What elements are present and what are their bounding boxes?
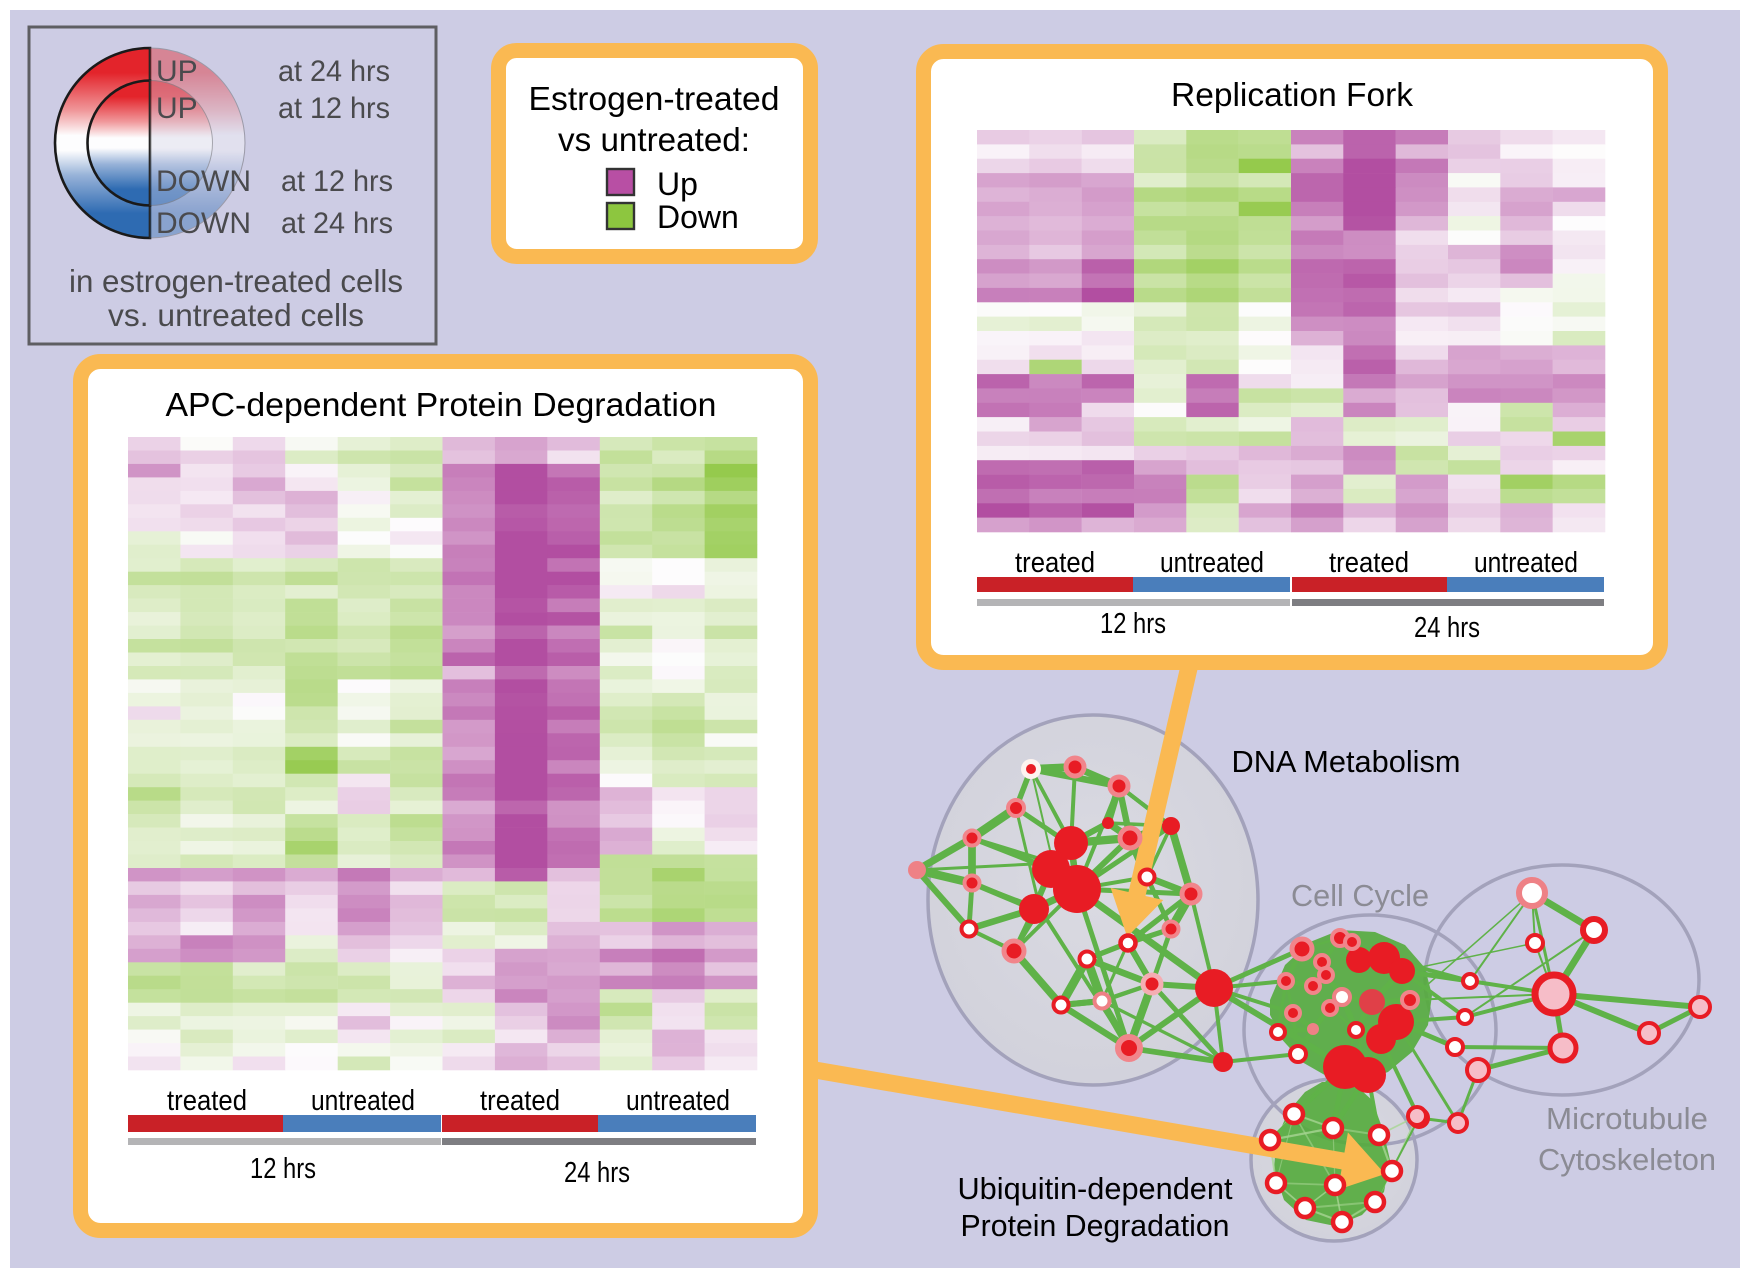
svg-text:12 hrs: 12 hrs [250, 1153, 316, 1185]
svg-text:treated: treated [480, 1085, 560, 1117]
svg-text:12 hrs: 12 hrs [1100, 608, 1166, 640]
svg-text:Up: Up [657, 166, 698, 202]
svg-text:Estrogen-treated: Estrogen-treated [529, 81, 780, 118]
svg-text:untreated: untreated [1160, 547, 1264, 579]
svg-text:Replication Fork: Replication Fork [1171, 76, 1413, 113]
svg-text:at 24 hrs: at 24 hrs [278, 55, 390, 88]
svg-text:DNA Metabolism: DNA Metabolism [1232, 744, 1461, 779]
svg-text:Ubiquitin-dependent: Ubiquitin-dependent [958, 1171, 1233, 1206]
svg-text:DOWN: DOWN [156, 207, 251, 240]
svg-text:Down: Down [657, 199, 739, 235]
svg-text:at 12 hrs: at 12 hrs [278, 92, 390, 125]
svg-text:24 hrs: 24 hrs [564, 1157, 630, 1189]
svg-text:DOWN: DOWN [156, 165, 251, 198]
svg-text:Microtubule: Microtubule [1546, 1101, 1708, 1136]
svg-text:untreated: untreated [1474, 547, 1578, 579]
svg-text:24 hrs: 24 hrs [1414, 612, 1480, 644]
svg-text:treated: treated [167, 1085, 247, 1117]
svg-text:vs. untreated cells: vs. untreated cells [108, 297, 364, 333]
svg-text:APC-dependent Protein Degradat: APC-dependent Protein Degradation [166, 387, 717, 424]
svg-text:untreated: untreated [311, 1085, 415, 1117]
svg-text:untreated: untreated [626, 1085, 730, 1117]
svg-text:Cell Cycle: Cell Cycle [1291, 878, 1429, 913]
svg-text:Protein Degradation: Protein Degradation [961, 1208, 1230, 1243]
svg-text:UP: UP [156, 92, 198, 125]
svg-text:Cytoskeleton: Cytoskeleton [1538, 1142, 1716, 1177]
svg-text:in estrogen-treated cells: in estrogen-treated cells [69, 263, 403, 299]
svg-text:at 24 hrs: at 24 hrs [281, 207, 393, 240]
svg-text:at 12 hrs: at 12 hrs [281, 165, 393, 198]
svg-text:treated: treated [1329, 547, 1409, 579]
svg-text:vs untreated:: vs untreated: [558, 122, 750, 159]
svg-text:UP: UP [156, 55, 198, 88]
svg-text:treated: treated [1015, 547, 1095, 579]
